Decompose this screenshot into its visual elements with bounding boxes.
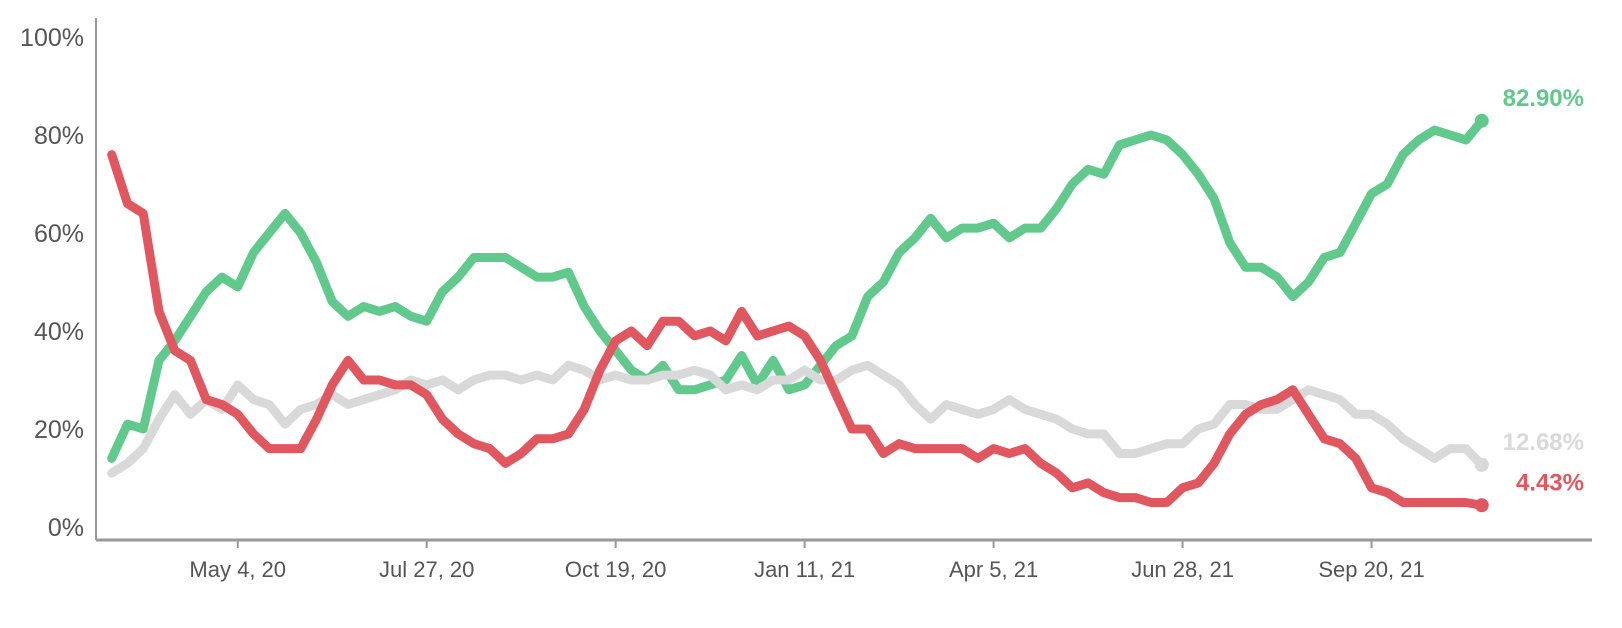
x-tick-label: Jul 27, 20 <box>379 557 474 582</box>
series-end-point-0 <box>1474 113 1489 128</box>
x-tick-label: May 4, 20 <box>189 557 286 582</box>
series-end-label-2: 4.43% <box>1516 469 1584 496</box>
series-end-label-0: 82.90% <box>1503 85 1584 112</box>
y-tick-label: 0% <box>48 514 84 542</box>
x-tick-label: Apr 5, 21 <box>949 557 1038 582</box>
x-tick-label: Oct 19, 20 <box>565 557 667 582</box>
y-tick-label: 60% <box>34 220 84 248</box>
y-axis-ticks: 0% 20% 40% 60% 80% 100% <box>20 24 84 542</box>
y-tick-label: 100% <box>20 24 84 52</box>
series-end-point-1 <box>1474 457 1489 472</box>
y-tick-label: 80% <box>34 122 84 150</box>
x-axis-ticks: May 4, 20 Jul 27, 20 Oct 19, 20 Jan 11, 21 A… <box>189 540 1425 582</box>
x-tick-label: Sep 20, 21 <box>1318 557 1424 582</box>
y-tick-label: 40% <box>34 318 84 346</box>
x-tick-label: Jun 28, 21 <box>1131 557 1234 582</box>
series-end-point-2 <box>1474 498 1489 513</box>
x-tick-label: Jan 11, 21 <box>754 557 855 582</box>
series-line-0 <box>107 116 1487 463</box>
series-end-label-1: 12.68% <box>1503 429 1584 456</box>
end-label-layer: 82.90% 12.68% 4.43% <box>1503 85 1584 497</box>
series-layer <box>107 113 1489 513</box>
y-tick-label: 20% <box>34 416 84 444</box>
series-line-2 <box>107 150 1487 510</box>
